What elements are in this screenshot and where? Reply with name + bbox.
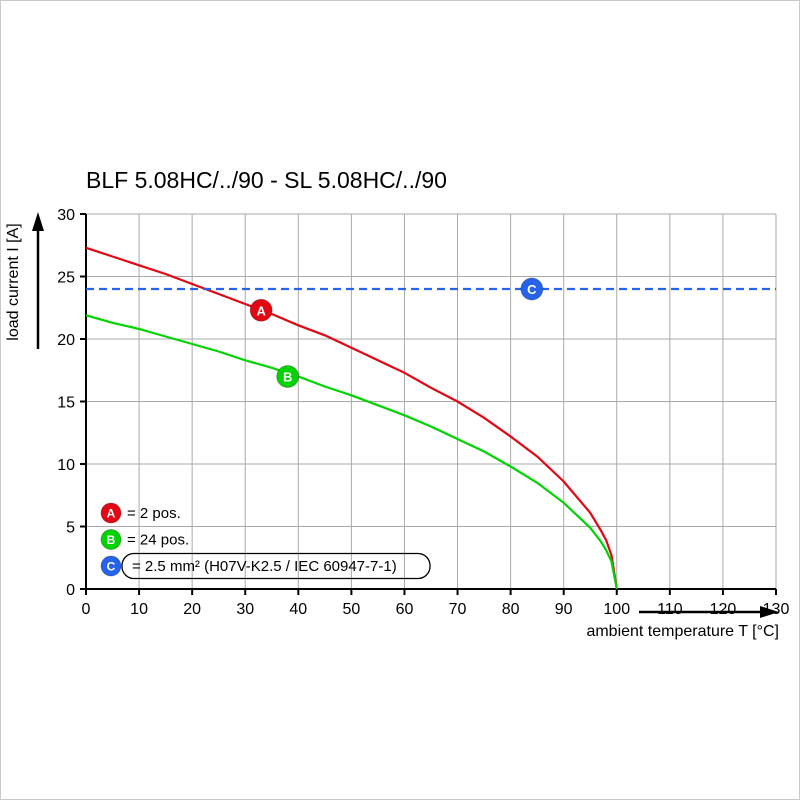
- x-tick-label: 110: [657, 601, 683, 618]
- series-C-marker-letter: C: [527, 282, 537, 297]
- legend-letter-A: A: [107, 507, 116, 521]
- x-axis-arrow-icon: [639, 606, 779, 618]
- series-C-marker: [520, 277, 544, 301]
- series-A-line: [85, 246, 618, 590]
- x-axis-label: ambient temperature T [°C]: [586, 623, 779, 640]
- x-tick-label: 20: [183, 601, 201, 618]
- x-tick-label: 60: [396, 601, 414, 618]
- y-tick-label: 0: [66, 582, 75, 599]
- x-tick-label: 100: [603, 601, 630, 618]
- y-tick-label: 10: [57, 457, 75, 474]
- legend-letter-B: B: [107, 533, 116, 547]
- x-tick-label: 0: [82, 601, 91, 618]
- x-tick-label: 120: [710, 601, 737, 618]
- x-tick-label: 40: [289, 601, 307, 618]
- y-tick-label: 25: [57, 270, 75, 287]
- y-tick-label: 30: [57, 207, 75, 224]
- series-B-line: [85, 314, 618, 590]
- plot-area: 0 5 10 15 20 25 30 0 10 20 30 40 50 60 70 80 90 100 110 120…: [57, 207, 789, 618]
- legend-box-C: [121, 552, 431, 580]
- y-tick-label: 15: [57, 395, 75, 412]
- legend-letter-C: C: [107, 560, 116, 574]
- series-B-marker: [276, 365, 300, 388]
- legend-marker-B: [100, 529, 122, 550]
- y-axis-arrow-icon: [32, 212, 44, 349]
- legend-text-C: = 2.5 mm² (H07V-K2.5 / IEC 60947-7-1): [132, 558, 397, 575]
- chart-title: BLF 5.08HC/../90 - SL 5.08HC/../90: [86, 167, 447, 193]
- x-tick-label: 30: [236, 601, 254, 618]
- y-axis-label: load current I [A]: [5, 223, 22, 340]
- series-B-marker-letter: B: [283, 370, 292, 385]
- legend-marker-C: [100, 555, 122, 577]
- y-tick-label: 5: [66, 520, 75, 537]
- x-tick-label: 10: [130, 601, 148, 618]
- legend-text-B: = 24 pos.: [127, 532, 189, 549]
- x-tick-label: 70: [449, 601, 467, 618]
- legend-text-A: = 2 pos.: [127, 505, 181, 522]
- x-tick-label: 80: [502, 601, 520, 618]
- y-tick-label: 20: [57, 332, 75, 349]
- x-tick-label: 50: [342, 601, 360, 618]
- x-tick-label: 90: [555, 601, 573, 618]
- series-A-marker: [249, 298, 273, 322]
- legend-marker-A: [100, 502, 122, 524]
- series-A-marker-letter: A: [256, 303, 266, 318]
